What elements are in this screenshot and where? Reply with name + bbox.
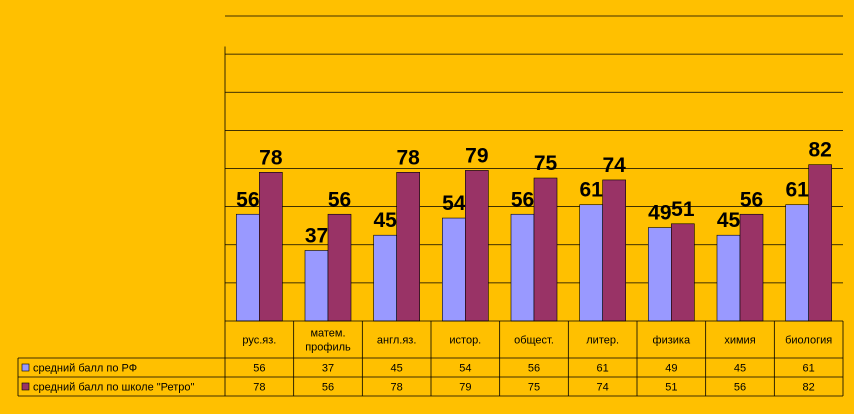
data-label-rf: 45 bbox=[717, 209, 741, 232]
table-value-rf: 54 bbox=[459, 363, 471, 375]
x-tick-label: истор. bbox=[449, 335, 481, 347]
bar-rf bbox=[236, 213, 260, 322]
bar-school bbox=[808, 164, 832, 322]
legend-key-school bbox=[21, 382, 30, 391]
table-value-rf: 45 bbox=[734, 363, 746, 375]
table-value-school: 75 bbox=[528, 382, 540, 394]
table-value-school: 79 bbox=[459, 382, 471, 394]
legend-key-rf bbox=[21, 363, 30, 372]
data-label-rf: 61 bbox=[579, 179, 603, 202]
x-tick-label: химия bbox=[724, 335, 755, 347]
bar-rf bbox=[785, 204, 809, 322]
table-value-rf: 56 bbox=[253, 363, 265, 375]
x-tick-label: англ.яз. bbox=[377, 335, 417, 347]
x-tick-label: матем. bbox=[310, 328, 345, 340]
bar-school bbox=[396, 172, 420, 322]
table-value-school: 56 bbox=[322, 382, 334, 394]
table-value-rf: 49 bbox=[665, 363, 677, 375]
table-value-rf: 61 bbox=[597, 363, 609, 375]
table-value-rf: 37 bbox=[322, 363, 334, 375]
data-label-rf: 45 bbox=[373, 209, 397, 232]
bar-school bbox=[671, 223, 695, 322]
bar-school bbox=[465, 170, 489, 322]
data-label-rf: 61 bbox=[785, 179, 809, 202]
data-label-rf: 56 bbox=[236, 188, 259, 211]
data-label-school: 75 bbox=[534, 152, 558, 175]
table-value-school: 74 bbox=[597, 382, 609, 394]
table-value-school: 56 bbox=[734, 382, 746, 394]
x-tick-label: литер. bbox=[586, 335, 619, 347]
data-label-school: 56 bbox=[328, 188, 351, 211]
table-value-school: 78 bbox=[391, 382, 403, 394]
data-label-rf: 56 bbox=[511, 188, 534, 211]
data-label-school: 56 bbox=[740, 188, 763, 211]
bar-school bbox=[739, 213, 764, 322]
bar-rf bbox=[510, 213, 535, 322]
bar-rf bbox=[716, 234, 741, 322]
legend-label-rf: средний балл по РФ bbox=[33, 363, 137, 375]
data-label-rf: 37 bbox=[305, 224, 328, 247]
x-tick-label: биология bbox=[785, 335, 832, 347]
table-value-rf: 61 bbox=[803, 363, 815, 375]
bar-rf bbox=[579, 204, 603, 322]
data-label-school: 78 bbox=[259, 146, 283, 169]
table-value-school: 82 bbox=[803, 382, 815, 394]
bar-rf bbox=[373, 234, 397, 322]
data-label-school: 78 bbox=[396, 146, 420, 169]
bar-school bbox=[602, 179, 626, 322]
x-tick-label: общест. bbox=[514, 335, 554, 347]
data-label-school: 51 bbox=[671, 198, 695, 221]
bar-rf bbox=[648, 227, 672, 322]
bar-school bbox=[533, 177, 558, 322]
bar-rf bbox=[304, 250, 329, 322]
table-value-rf: 45 bbox=[391, 363, 403, 375]
x-tick-label: профиль bbox=[305, 342, 351, 354]
legend-label-school: средний балл по школе "Ретро" bbox=[33, 382, 195, 394]
table-value-rf: 56 bbox=[528, 363, 540, 375]
data-label-school: 74 bbox=[602, 154, 626, 177]
bar-school bbox=[259, 172, 283, 322]
x-tick-label: рус.яз. bbox=[242, 335, 276, 347]
data-label-school: 79 bbox=[465, 144, 488, 167]
data-label-school: 82 bbox=[808, 139, 831, 162]
bar-school bbox=[327, 213, 352, 322]
table-value-school: 51 bbox=[665, 382, 677, 394]
data-label-rf: 54 bbox=[442, 192, 466, 215]
table-value-school: 78 bbox=[253, 382, 265, 394]
data-label-rf: 49 bbox=[648, 202, 671, 225]
bar-rf bbox=[442, 217, 466, 322]
x-tick-label: физика bbox=[653, 335, 691, 347]
